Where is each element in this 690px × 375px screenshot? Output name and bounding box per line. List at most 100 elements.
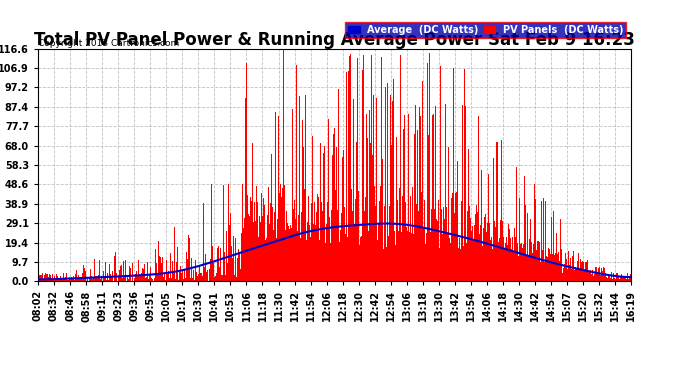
Bar xyxy=(395,245,396,281)
Bar xyxy=(481,170,482,281)
Bar xyxy=(253,222,255,281)
Bar xyxy=(188,235,189,281)
Bar xyxy=(233,236,234,281)
Bar xyxy=(55,279,57,281)
Bar xyxy=(111,276,112,281)
Bar xyxy=(275,112,276,281)
Bar xyxy=(277,219,278,281)
Bar xyxy=(162,256,164,281)
Bar xyxy=(121,278,123,281)
Bar xyxy=(43,279,44,281)
Bar xyxy=(321,202,322,281)
Bar xyxy=(394,231,395,281)
Bar xyxy=(173,272,174,281)
Bar xyxy=(553,255,555,281)
Bar xyxy=(422,81,423,281)
Bar xyxy=(620,277,621,281)
Bar xyxy=(502,221,503,281)
Bar xyxy=(255,221,257,281)
Bar xyxy=(527,213,528,281)
Bar xyxy=(410,196,411,281)
Text: Copyright 2013 Cartronics.com: Copyright 2013 Cartronics.com xyxy=(38,39,179,48)
Bar xyxy=(198,274,199,281)
Bar xyxy=(453,213,455,281)
Bar xyxy=(348,56,350,281)
Bar xyxy=(107,273,108,281)
Bar xyxy=(178,280,179,281)
Bar xyxy=(137,260,139,281)
Bar xyxy=(537,241,538,281)
Bar xyxy=(521,243,522,281)
Bar xyxy=(600,275,601,281)
Bar xyxy=(291,228,292,281)
Bar xyxy=(76,270,77,281)
Bar xyxy=(97,276,98,281)
Bar xyxy=(613,273,614,281)
Bar xyxy=(101,276,102,281)
Bar xyxy=(184,269,185,281)
Bar xyxy=(510,238,511,281)
Bar xyxy=(81,279,82,281)
Bar xyxy=(400,56,401,281)
Bar xyxy=(627,273,628,281)
Bar xyxy=(268,187,269,281)
Bar xyxy=(523,244,524,281)
Bar xyxy=(433,114,434,281)
Bar xyxy=(218,246,219,281)
Bar xyxy=(161,262,162,281)
Bar xyxy=(99,260,100,281)
Bar xyxy=(74,280,75,281)
Bar xyxy=(44,275,46,281)
Bar xyxy=(235,277,237,281)
Bar xyxy=(351,189,353,281)
Bar xyxy=(500,220,501,281)
Bar xyxy=(546,258,548,281)
Bar xyxy=(148,279,150,281)
Bar xyxy=(171,278,172,281)
Bar xyxy=(622,276,623,281)
Bar xyxy=(475,214,476,281)
Bar xyxy=(441,209,442,281)
Bar xyxy=(367,138,368,281)
Bar xyxy=(269,224,270,281)
Bar xyxy=(160,257,161,281)
Bar xyxy=(103,271,104,281)
Bar xyxy=(551,254,553,281)
Bar xyxy=(306,240,307,281)
Bar xyxy=(584,271,585,281)
Bar xyxy=(358,191,359,281)
Bar xyxy=(196,273,197,281)
Bar xyxy=(621,274,622,281)
Bar xyxy=(301,211,302,281)
Bar xyxy=(385,87,386,281)
Bar xyxy=(37,277,39,281)
Bar xyxy=(597,273,598,281)
Bar xyxy=(529,239,530,281)
Bar xyxy=(311,202,312,281)
Bar xyxy=(448,238,450,281)
Bar xyxy=(591,274,592,281)
Bar xyxy=(308,196,309,281)
Bar xyxy=(109,264,110,281)
Bar xyxy=(246,63,248,281)
Bar xyxy=(417,130,418,281)
Bar xyxy=(566,259,567,281)
Bar xyxy=(480,225,481,281)
Bar xyxy=(573,251,574,281)
Bar xyxy=(182,270,183,281)
Bar xyxy=(418,211,419,281)
Bar xyxy=(316,212,317,281)
Bar xyxy=(608,276,609,281)
Bar xyxy=(592,270,593,281)
Bar xyxy=(560,249,562,281)
Bar xyxy=(91,276,92,281)
Bar xyxy=(244,258,246,281)
Bar xyxy=(503,237,504,281)
Bar xyxy=(78,275,79,281)
Bar xyxy=(611,272,612,281)
Bar xyxy=(323,153,324,281)
Bar xyxy=(185,278,186,281)
Bar xyxy=(242,228,244,281)
Bar xyxy=(169,278,170,281)
Bar xyxy=(478,116,480,281)
